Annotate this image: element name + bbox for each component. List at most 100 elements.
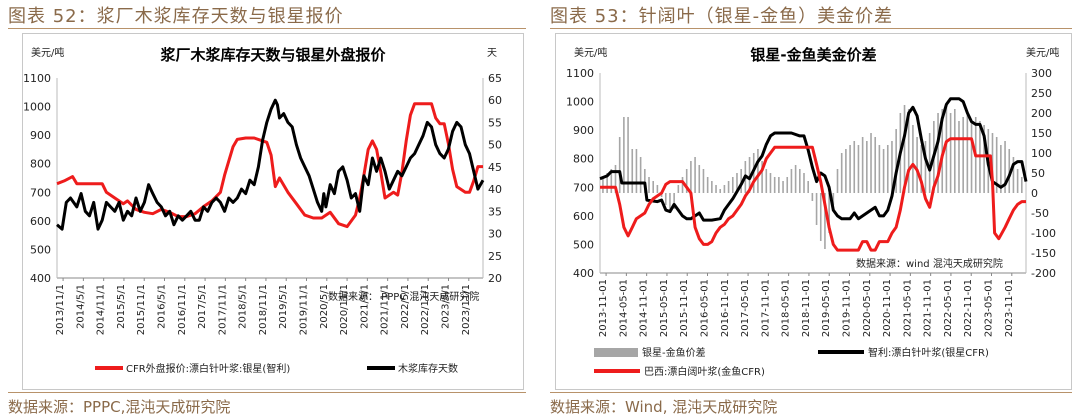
right-bar-mark xyxy=(644,169,646,193)
right-bar-mark xyxy=(623,117,625,193)
right-xtick-label: 2021-05-01 xyxy=(902,279,913,337)
right-bar-mark xyxy=(1004,141,1006,193)
right-xtick-label: 2018-11-01 xyxy=(801,279,812,337)
right-xtick-label: 2020-11-01 xyxy=(882,279,893,337)
right-bar-mark xyxy=(920,145,923,193)
right-xtick-label: 2015-05-01 xyxy=(659,279,670,337)
right-xtick-label: 2017-11-01 xyxy=(760,279,771,337)
figure-52-source: 数据来源：PPPC,混沌天成研究院 xyxy=(8,398,231,416)
right-ytick-right: -100 xyxy=(1031,227,1056,240)
right-bar-mark xyxy=(698,165,701,193)
left-ytick-right: 25 xyxy=(488,250,502,263)
left-series-line-0 xyxy=(56,102,483,229)
right-bar-mark xyxy=(891,141,893,193)
left-xtick-label: 2018/11/1 xyxy=(258,284,269,335)
right-ylabel-left: 美元/吨 xyxy=(574,46,607,59)
left-ytick-right: 20 xyxy=(488,272,502,285)
right-xtick-label: 2022-05-01 xyxy=(943,279,954,337)
right-bar-mark xyxy=(958,121,960,193)
right-xtick-label: 2016-11-01 xyxy=(720,279,731,337)
right-ytick-left: 600 xyxy=(573,210,594,223)
figure-53-caption: 图表 53：针阔叶（银星-金鱼）美金价差 xyxy=(550,6,894,27)
right-bar-mark xyxy=(849,145,851,193)
left-xtick-label: 2017/5/1 xyxy=(197,284,208,329)
right-bar-mark xyxy=(631,149,634,193)
right-title: 银星-金鱼美金价差 xyxy=(750,46,876,64)
right-ytick-left: 400 xyxy=(573,267,594,280)
left-inner-source: 数据来源： PPPC 混沌天成研究院 xyxy=(328,290,479,303)
right-bar-mark xyxy=(886,145,889,193)
right-bar-mark xyxy=(778,177,780,193)
right-bar-mark xyxy=(874,137,877,193)
right-bar-mark xyxy=(1000,145,1002,193)
right-ytick-left: 1000 xyxy=(566,96,594,109)
left-xtick-label: 2014/5/1 xyxy=(75,284,86,329)
right-xtick-label: 2023-05-01 xyxy=(984,279,995,337)
right-bar-mark xyxy=(765,169,768,193)
right-ytick-left: 800 xyxy=(573,153,594,166)
chart-panel-left: 浆厂木浆库存天数与银星外盘报价 美元/吨 天 1100 1000 900 800 700 600… xyxy=(22,33,524,390)
left-xtick-label: 2023/5/1 xyxy=(441,284,452,329)
right-bar-mark xyxy=(782,181,784,193)
right-bar-mark xyxy=(681,177,684,193)
right-bar-mark xyxy=(991,133,994,193)
left-xtick-label: 2021/11/1 xyxy=(380,284,391,335)
left-ytick-right: 55 xyxy=(488,116,502,129)
right-bar-mark xyxy=(907,109,910,193)
left-ytick-left: 1100 xyxy=(23,72,51,85)
right-bar-mark xyxy=(828,193,830,233)
right-bar-mark xyxy=(673,193,675,209)
left-title: 浆厂木浆库存天数与银星外盘报价 xyxy=(160,46,386,64)
right-bar-mark xyxy=(669,193,671,213)
left-legend-label-black: 木浆库存天数 xyxy=(398,362,458,375)
right-bar-mark xyxy=(937,113,939,193)
right-bar-mark xyxy=(773,177,776,193)
right-bar-mark xyxy=(878,145,881,193)
right-bar-mark xyxy=(727,181,730,193)
right-bar-mark xyxy=(916,137,918,193)
right-bar-mark xyxy=(614,165,617,193)
right-xtick-label: 2013-11-01 xyxy=(598,279,609,337)
right-bar-mark xyxy=(949,113,952,193)
right-bar-mark xyxy=(924,141,927,193)
right-bar-mark xyxy=(995,137,998,193)
right-xtick-label: 2020-05-01 xyxy=(862,279,873,337)
left-xtick-label: 2023/11/1 xyxy=(461,284,472,335)
left-series-line-1 xyxy=(56,98,485,231)
right-bar-mark xyxy=(1016,169,1019,193)
left-ytick-left: 700 xyxy=(30,186,51,199)
right-ylabel-right: 美元/吨 xyxy=(1026,46,1059,59)
right-bar-mark xyxy=(652,181,654,193)
right-ytick-right: -150 xyxy=(1031,247,1056,260)
left-xtick-label: 2013/11/1 xyxy=(55,284,66,335)
right-series-line-1 xyxy=(599,97,1028,222)
right-legend-label-black: 智利:漂白针叶浆(银星CFR) xyxy=(868,346,989,359)
left-ytick-left: 800 xyxy=(30,158,51,171)
left-xtick-label: 2018/5/1 xyxy=(238,284,249,329)
right-ytick-right: 150 xyxy=(1031,127,1052,140)
right-bar-mark xyxy=(803,173,805,193)
left-ytick-left: 900 xyxy=(30,129,51,142)
right-bar-mark xyxy=(966,113,969,193)
right-bar-mark xyxy=(706,177,709,193)
right-ytick-right: 300 xyxy=(1031,67,1052,80)
right-ytick-right: 250 xyxy=(1031,87,1052,100)
right-bar-mark xyxy=(953,109,956,193)
right-xtick-label: 2015-11-01 xyxy=(679,279,690,337)
right-bar-mark xyxy=(602,177,604,193)
left-ylabel-left: 美元/吨 xyxy=(31,46,64,59)
right-bar-mark xyxy=(1008,149,1011,193)
right-bar-mark xyxy=(635,149,638,193)
chart-panel-right: 银星-金鱼美金价差 美元/吨 美元/吨 1100 1000 900 800 700 600 500… xyxy=(555,33,1072,390)
left-ytick-right: 65 xyxy=(488,72,502,85)
right-bar-mark xyxy=(731,177,734,193)
right-bar-mark xyxy=(794,165,797,193)
right-legend-label-bar: 银星-金鱼价差 xyxy=(642,346,706,359)
right-ytick-right: 50 xyxy=(1031,167,1045,180)
left-xtick-label: 2022/11/1 xyxy=(420,284,431,335)
right-bar-mark xyxy=(736,173,738,193)
right-bar-mark xyxy=(895,129,897,193)
right-bar-mark xyxy=(656,185,659,193)
right-bar-mark xyxy=(740,169,742,193)
